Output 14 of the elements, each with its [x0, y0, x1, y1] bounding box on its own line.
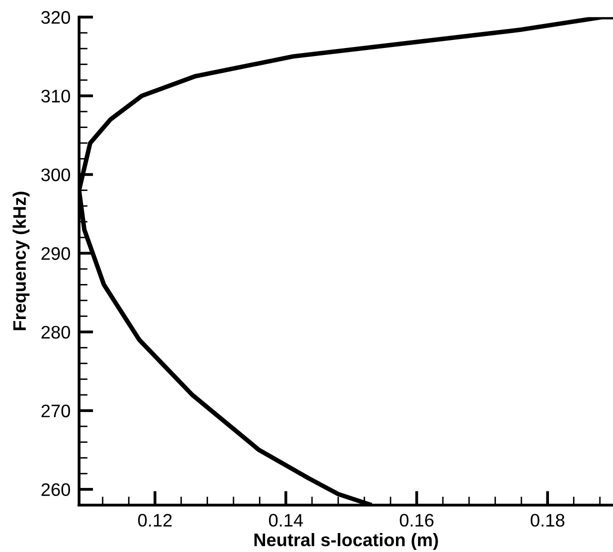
y-tick-label: 260	[42, 483, 70, 496]
y-axis-title: Frequency (kHz)	[12, 192, 30, 330]
y-tick-label: 280	[42, 326, 70, 339]
y-tick-label: 320	[41, 11, 70, 24]
y-tick-label: 290	[42, 247, 70, 260]
y-tick-label: 270	[42, 404, 70, 418]
x-tick-label: 0.12	[138, 514, 172, 527]
x-tick-label: 0.16	[400, 514, 434, 527]
y-tick-label: 310	[41, 90, 70, 103]
x-axis-title: Neutral s-location (m)	[254, 533, 438, 550]
y-tick-label: 300	[41, 168, 70, 182]
x-tick-label: 0.14	[268, 514, 303, 527]
x-tick-label: 0.18	[530, 514, 564, 527]
line-series	[79, 17, 613, 506]
